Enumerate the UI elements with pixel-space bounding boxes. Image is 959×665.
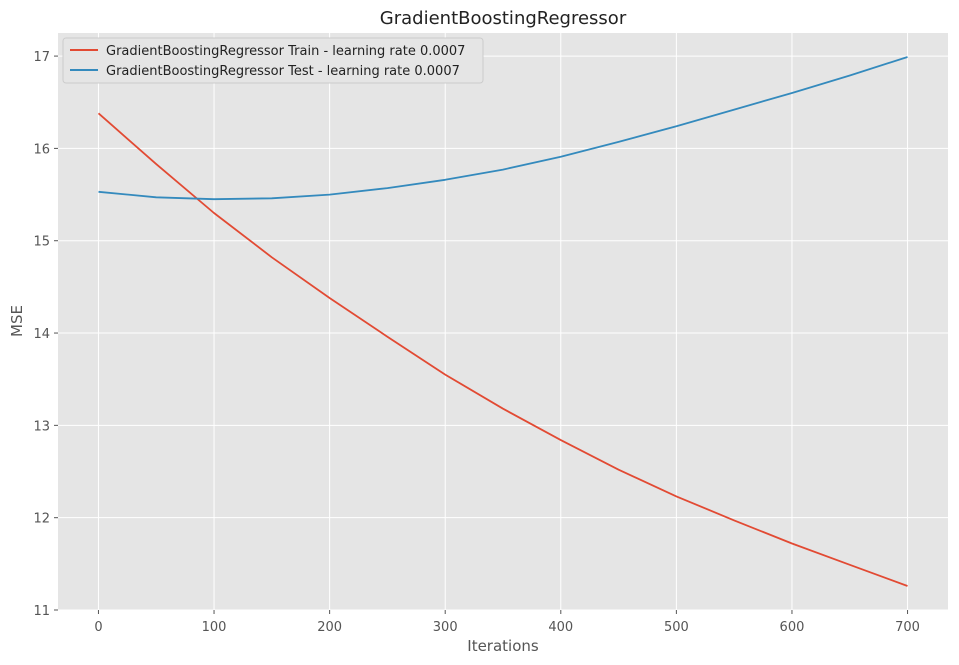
y-axis-label: MSE — [8, 305, 26, 337]
x-tick-label: 200 — [317, 620, 342, 635]
test-series-line — [98, 56, 908, 201]
x-axis-ticks: 0 100 200 300 400 500 600 700 — [94, 610, 920, 635]
x-tick-label: 500 — [664, 620, 689, 635]
legend-label-test: GradientBoostingRegressor Test - learnin… — [106, 64, 460, 79]
legend-label-train: GradientBoostingRegressor Train - learni… — [106, 44, 465, 59]
y-axis-ticks: 11 12 13 14 15 16 17 — [33, 50, 58, 619]
train-series-line — [97, 112, 908, 587]
x-axis-label: Iterations — [467, 637, 539, 655]
x-tick-label: 100 — [202, 620, 227, 635]
chart-title: GradientBoostingRegressor — [380, 8, 627, 29]
series-group — [97, 56, 908, 587]
legend-box — [62, 37, 484, 84]
y-tick-label: 15 — [33, 235, 50, 250]
x-tick-label: 600 — [780, 620, 805, 635]
grid — [58, 33, 948, 611]
y-tick-label: 17 — [33, 50, 50, 65]
x-tick-label: 0 — [94, 620, 102, 635]
x-tick-label: 300 — [433, 620, 458, 635]
plot-background — [58, 33, 948, 610]
y-tick-label: 12 — [33, 512, 50, 527]
y-tick-label: 11 — [33, 604, 50, 619]
x-tick-label: 400 — [548, 620, 573, 635]
legend: GradientBoostingRegressor Train - learni… — [62, 37, 484, 84]
x-tick-label: 700 — [895, 620, 920, 635]
y-tick-label: 13 — [33, 419, 50, 434]
y-tick-label: 16 — [33, 142, 50, 157]
y-tick-label: 14 — [33, 327, 50, 342]
